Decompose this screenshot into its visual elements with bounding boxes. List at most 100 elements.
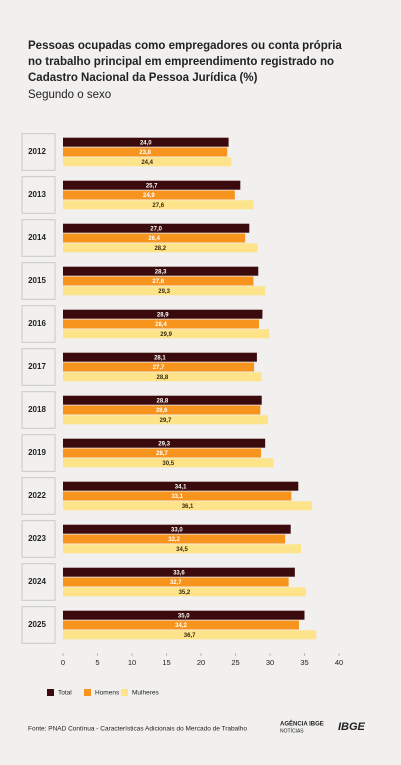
value-label: 34,1 — [175, 484, 187, 490]
value-label: 27,0 — [150, 226, 162, 232]
y-tick-label: 2022 — [28, 491, 46, 500]
x-tick-label: 40 — [335, 658, 343, 667]
y-tick-label: 2015 — [28, 276, 46, 285]
category-bracket — [21, 219, 56, 257]
x-tick-label: 0 — [61, 658, 65, 667]
y-tick-label: 2019 — [28, 448, 46, 457]
bar — [63, 319, 259, 329]
x-tick-label: 15 — [162, 658, 170, 667]
x-tick-label: 25 — [231, 658, 239, 667]
bar — [63, 567, 295, 577]
y-tick-label: 2012 — [28, 147, 46, 156]
bar — [63, 481, 299, 491]
value-label: 27,6 — [152, 203, 164, 209]
bar — [63, 233, 246, 243]
legend-swatch — [121, 689, 128, 696]
y-tick-label: 2016 — [28, 319, 46, 328]
bar — [63, 577, 289, 587]
value-label: 28,4 — [155, 322, 167, 328]
value-label: 35,2 — [179, 590, 191, 596]
bar — [63, 276, 254, 286]
value-label: 34,2 — [175, 623, 187, 629]
value-label: 24,0 — [140, 140, 152, 146]
value-label: 29,3 — [158, 441, 170, 447]
x-tick-label: 30 — [266, 658, 274, 667]
bar — [63, 137, 229, 147]
value-label: 28,1 — [154, 355, 166, 361]
bar — [63, 491, 292, 501]
y-tick-label: 2013 — [28, 190, 46, 199]
value-label: 36,7 — [184, 633, 196, 639]
value-label: 36,1 — [182, 504, 194, 510]
brand-text: AGÊNCIA IBGE — [280, 720, 324, 728]
category-bracket — [21, 133, 56, 171]
bar — [63, 534, 286, 544]
bar — [63, 587, 306, 597]
bar — [63, 243, 258, 253]
category-bracket — [21, 434, 56, 472]
bar — [63, 180, 241, 190]
value-label: 32,7 — [170, 580, 182, 586]
legend-swatch — [84, 689, 91, 696]
value-label: 24,4 — [141, 160, 153, 166]
value-label: 28,2 — [154, 246, 166, 252]
value-label: 28,6 — [156, 408, 168, 414]
value-label: 24,9 — [143, 193, 155, 199]
value-label: 35,0 — [178, 613, 190, 619]
brand-logo: IBGE — [338, 721, 366, 733]
category-bracket — [21, 477, 56, 515]
value-label: 34,5 — [176, 547, 188, 553]
bar — [63, 620, 299, 630]
chart-title: no trabalho principal em empreendimento … — [28, 56, 334, 68]
bar — [63, 438, 266, 448]
bar — [63, 266, 259, 276]
value-label: 29,7 — [160, 418, 172, 424]
category-bracket — [21, 391, 56, 429]
legend-label: Mulheres — [132, 690, 159, 697]
bar — [63, 190, 235, 200]
x-tick-label: 10 — [128, 658, 136, 667]
bar — [63, 286, 266, 296]
bar — [63, 395, 262, 405]
legend-label: Homens — [95, 690, 120, 697]
value-label: 28,9 — [157, 312, 169, 318]
bar — [63, 362, 255, 372]
value-label: 29,3 — [158, 289, 170, 295]
y-tick-label: 2017 — [28, 362, 46, 371]
category-bracket — [21, 262, 56, 300]
bar — [63, 329, 270, 339]
bar — [63, 372, 262, 382]
value-label: 32,2 — [168, 537, 180, 543]
chart-title: Pessoas ocupadas como empregadores ou co… — [28, 40, 342, 52]
value-label: 26,4 — [148, 236, 160, 242]
category-bracket — [21, 520, 56, 558]
value-label: 28,8 — [157, 398, 169, 404]
brand-text: NOTÍCIAS — [280, 727, 304, 734]
value-label: 27,7 — [153, 365, 165, 371]
value-label: 23,8 — [139, 150, 151, 156]
bar — [63, 200, 254, 210]
value-label: 30,5 — [162, 461, 174, 467]
source: Fonte: PNAD Contínua - Características A… — [28, 726, 247, 733]
bar — [63, 610, 305, 620]
x-tick-label: 5 — [95, 658, 99, 667]
bar — [63, 157, 232, 167]
value-label: 25,7 — [146, 183, 158, 189]
bar — [63, 524, 291, 534]
y-tick-label: 2024 — [28, 577, 46, 586]
category-bracket — [21, 563, 56, 601]
chart-subtitle: Segundo o sexo — [28, 89, 111, 101]
y-tick-label: 2025 — [28, 620, 46, 629]
value-label: 28,7 — [156, 451, 168, 457]
x-tick-label: 20 — [197, 658, 205, 667]
bar — [63, 448, 262, 458]
bar — [63, 458, 274, 468]
y-tick-label: 2018 — [28, 405, 46, 414]
category-bracket — [21, 305, 56, 343]
value-label: 28,8 — [157, 375, 169, 381]
bar — [63, 415, 268, 425]
bar — [63, 501, 313, 511]
